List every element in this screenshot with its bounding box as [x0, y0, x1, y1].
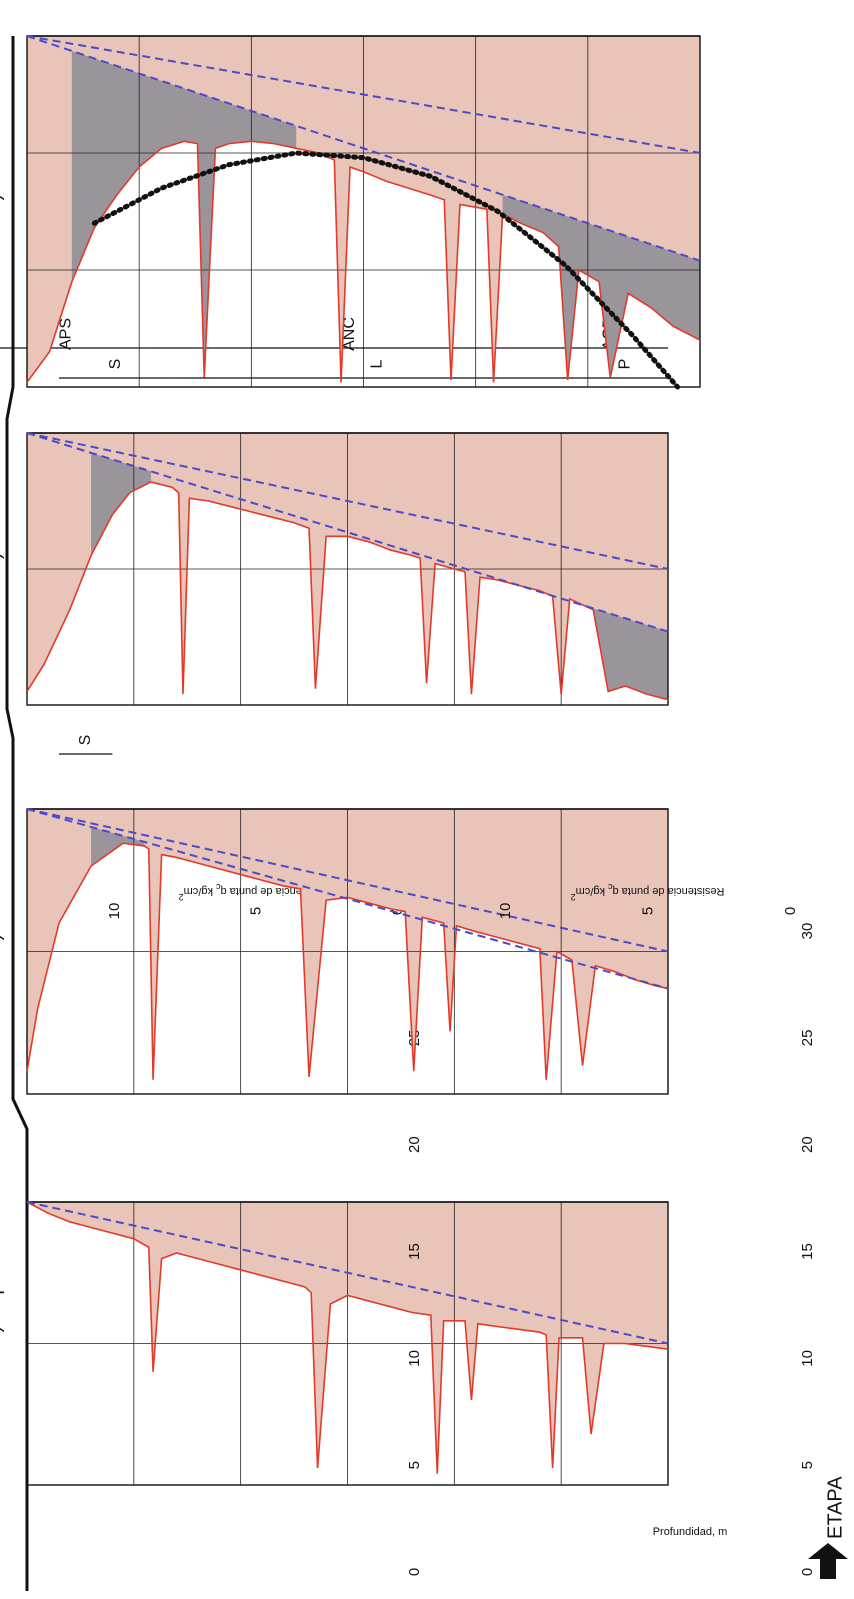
depth-tick-label: 10: [799, 1350, 816, 1367]
cone-resistance-trace: [26, 481, 669, 701]
depth-tick-label: 15: [406, 1243, 423, 1260]
zone-label-P: P: [616, 359, 633, 370]
depth-tick-label: 20: [406, 1136, 423, 1153]
depth-tick-label: 20: [799, 1136, 816, 1153]
y-axis-label: Profundidad, m: [653, 1526, 728, 1538]
panel-frame: [26, 35, 701, 388]
depth-tick-label: 15: [799, 1243, 816, 1260]
resistance-tick-label: 10: [106, 903, 123, 920]
panel-title-line: del suelo: [0, 1263, 5, 1343]
trend-dashed-line-0: [26, 808, 669, 953]
depth-tick-label: 10: [406, 1350, 423, 1367]
panel-title-line: d) Condición: [0, 99, 5, 211]
depth-tick-label: 0: [799, 1568, 816, 1576]
panel-title-line: a) Depositación: [0, 1205, 5, 1344]
panel-frame: [26, 1201, 669, 1486]
trend-dashed-line-1: [26, 432, 669, 633]
panel-title-line: c) Condición: [0, 458, 5, 569]
crust-shade-1: [593, 608, 668, 700]
cone-resistance-trace: [26, 140, 701, 383]
resistance-tick-label: 0: [389, 907, 406, 915]
etapa-label: ETAPA: [824, 1476, 846, 1539]
depth-tick-label: 30: [799, 923, 816, 940]
zone-label-S: S: [77, 735, 94, 746]
surface-profile-line: [5, 36, 29, 1591]
resistance-axis-label: Resistencia de punta qc kg/cm2: [571, 882, 725, 902]
panel-title-line: actual: [0, 516, 5, 569]
crust-shade-0: [91, 452, 151, 556]
zone-label-APS: APS: [58, 318, 75, 350]
zone-label-L: L: [369, 359, 386, 368]
resistance-tick-label: 5: [640, 907, 657, 915]
zone-label-S: S: [107, 359, 124, 370]
panel-title-line: futura: [0, 159, 5, 211]
depth-tick-label: 25: [799, 1029, 816, 1046]
cone-resistance-trace: [26, 1201, 669, 1474]
depth-tick-label: 5: [406, 1461, 423, 1469]
future-trend-dotted: [91, 150, 681, 390]
resistance-tick-label: 0: [782, 907, 799, 915]
trend-dashed-line-0: [26, 432, 669, 570]
resistance-tick-label: 5: [248, 907, 265, 915]
trace-fill: [27, 433, 668, 700]
depth-tick-label: 5: [799, 1461, 816, 1469]
panel-title-line: b) Formación de: [0, 806, 5, 952]
trend-dashed-line-1: [26, 808, 669, 990]
zone-label-ANC: ANC: [341, 317, 358, 351]
trace-fill: [27, 809, 668, 1080]
trend-dashed-line-0: [26, 35, 701, 154]
trend-dashed-line-1: [26, 35, 701, 262]
panel-title-line: la costra seca: [0, 827, 5, 951]
cone-resistance-trace: [26, 842, 669, 1080]
depth-tick-label: 0: [406, 1568, 423, 1576]
etapa-arrow-icon: [808, 1543, 848, 1579]
resistance-tick-label: 10: [497, 903, 514, 920]
trace-fill: [27, 1202, 668, 1474]
trend-dashed-line-0: [26, 1201, 669, 1345]
crust-shade-0: [71, 50, 297, 378]
crust-shade-1: [502, 194, 700, 380]
